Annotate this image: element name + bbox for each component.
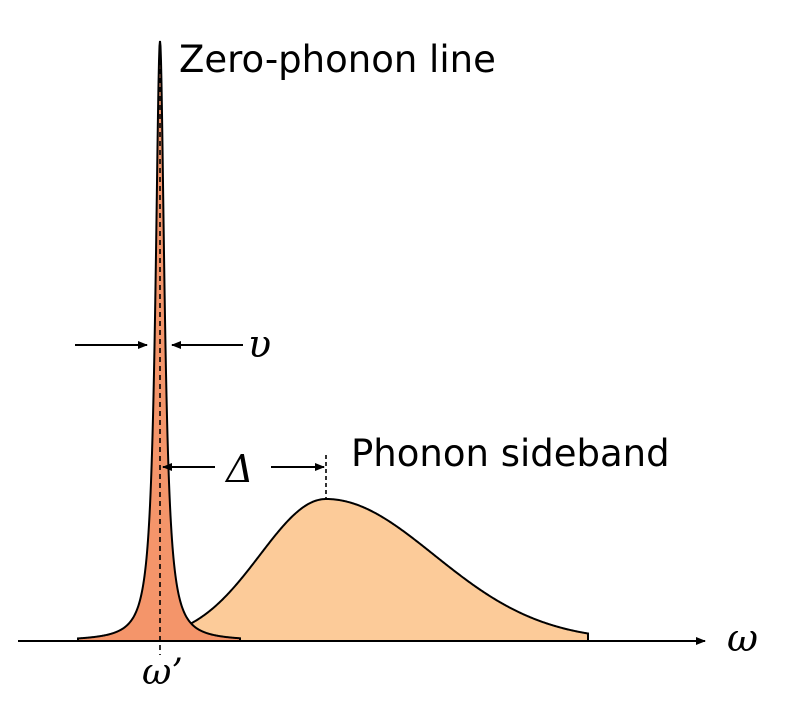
shift-symbol-label: Δ (224, 447, 253, 491)
zero-phonon-line-curve (77, 40, 241, 642)
zero-phonon-line-label: Zero-phonon line (179, 38, 496, 81)
zero-phonon-center-label: ω’ (142, 652, 183, 693)
phonon-sideband-curve (159, 497, 589, 642)
width-symbol-label: υ (248, 322, 271, 366)
phonon-sideband-label: Phonon sideband (351, 432, 670, 475)
frequency-axis-label: ω (727, 616, 758, 660)
